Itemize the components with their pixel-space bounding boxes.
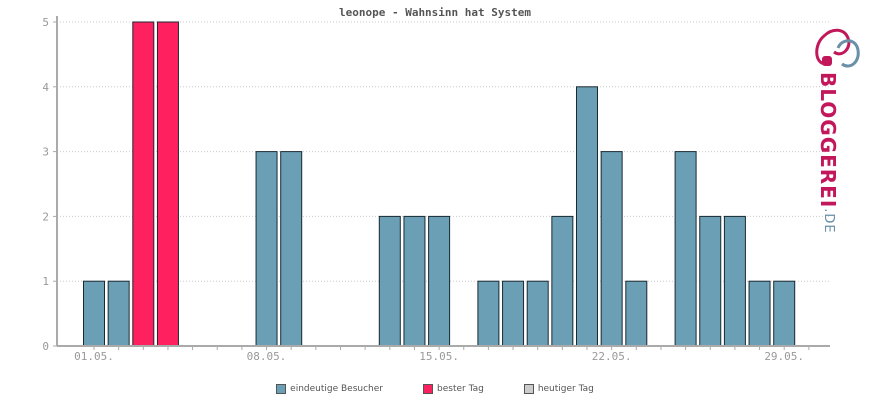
bar	[403, 215, 426, 347]
x-tick-label: 15.05.	[419, 350, 459, 363]
axes	[56, 16, 830, 350]
y-tick-label: 3	[42, 146, 49, 159]
x-tick-label: 22.05.	[592, 350, 632, 363]
bar	[600, 151, 623, 347]
chart-title: leonope - Wahnsinn hat System	[339, 6, 531, 19]
x-tick-label: 01.05.	[74, 350, 114, 363]
legend-item: bester Tag	[423, 384, 484, 394]
bar	[723, 215, 746, 347]
brand-suffix: .DE	[821, 208, 836, 234]
bar	[477, 280, 500, 347]
bar	[748, 280, 771, 347]
bar	[699, 215, 722, 347]
bar	[255, 151, 278, 347]
legend-swatch	[276, 384, 287, 394]
y-tick-label: 0	[42, 340, 49, 353]
bloggerei-logo-icon	[812, 18, 870, 218]
bar	[526, 280, 549, 347]
bar	[83, 280, 105, 347]
legend-item: eindeutige Besucher	[276, 384, 383, 394]
legend-swatch	[423, 384, 433, 394]
bar	[576, 86, 598, 347]
y-tick-labels: 0 1 2 3 4 5	[42, 16, 49, 353]
bar	[551, 215, 574, 347]
x-tick-label: 08.05.	[247, 350, 287, 363]
y-tick-label: 5	[42, 16, 49, 29]
y-tick-label: 4	[42, 81, 49, 94]
bar-best-day	[156, 21, 179, 347]
bloggerei-wordmark: BLOGGEREI.DE	[816, 72, 840, 234]
x-tick-labels: 01.05. 08.05. 15.05. 22.05. 29.05.	[74, 350, 804, 363]
x-tick-label: 29.05.	[764, 350, 804, 363]
y-tick-label: 2	[42, 210, 49, 223]
bar	[674, 151, 697, 347]
legend-label: eindeutige Besucher	[290, 384, 383, 394]
bar	[107, 280, 130, 347]
legend-item: heutiger Tag	[523, 384, 594, 394]
legend-label: bester Tag	[437, 384, 484, 394]
bar	[773, 280, 796, 347]
y-tick-label: 1	[42, 275, 49, 288]
bar	[625, 280, 648, 347]
bar-best-day	[132, 21, 155, 347]
bar	[280, 151, 303, 347]
bar	[428, 215, 451, 347]
legend-label: heutiger Tag	[537, 384, 594, 394]
bar	[378, 215, 401, 347]
legend-swatch	[523, 384, 534, 394]
chart-legend: eindeutige Besucher bester Tag heutiger Ta…	[0, 384, 870, 394]
bar	[502, 280, 525, 347]
bars	[83, 21, 796, 347]
brand-name: BLOGGEREI	[816, 72, 840, 209]
